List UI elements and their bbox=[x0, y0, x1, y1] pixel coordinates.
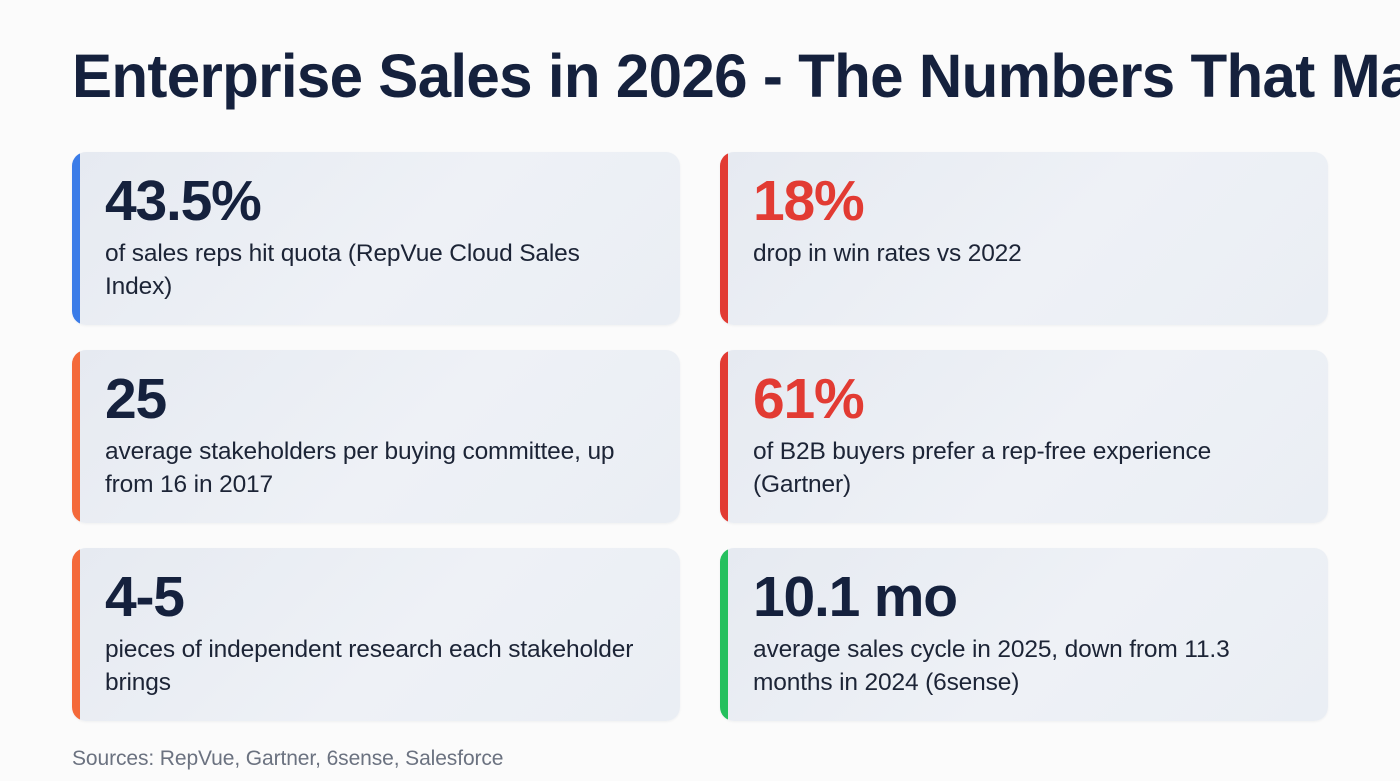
stat-label: of B2B buyers prefer a rep-free experien… bbox=[753, 437, 1212, 499]
stat-value: 25 bbox=[105, 367, 167, 431]
stat-card: 61% of B2B buyers prefer a rep-free expe… bbox=[720, 350, 1328, 523]
stat-label: of sales reps hit quota (RepVue Cloud Sa… bbox=[105, 239, 580, 301]
page-title: Enterprise Sales in 2026 - The Numbers T… bbox=[72, 41, 1400, 110]
accent-bar-blue bbox=[72, 152, 80, 325]
stat-label: drop in win rates vs 2022 bbox=[753, 239, 1022, 267]
sources-row: Sources: RepVue, Gartner, 6sense, Salesf… bbox=[72, 747, 1328, 771]
stat-card: 43.5% of sales reps hit quota (RepVue Cl… bbox=[72, 152, 680, 325]
stat-cards-grid: 43.5% of sales reps hit quota (RepVue Cl… bbox=[72, 152, 1328, 721]
stat-label: pieces of independent research each stak… bbox=[105, 635, 634, 697]
stat-value: 61% bbox=[753, 367, 865, 431]
stat-card: 25 average stakeholders per buying commi… bbox=[72, 350, 680, 523]
stat-card: 10.1 mo average sales cycle in 2025, dow… bbox=[720, 548, 1328, 721]
accent-bar-green bbox=[720, 548, 728, 721]
accent-bar-orange bbox=[72, 548, 80, 721]
title-row: Enterprise Sales in 2026 - The Numbers T… bbox=[72, 0, 1400, 152]
stat-value: 4-5 bbox=[105, 565, 185, 629]
stat-label: average sales cycle in 2025, down from 1… bbox=[753, 635, 1230, 697]
stat-label: average stakeholders per buying committe… bbox=[105, 437, 615, 499]
stat-card: 4-5 pieces of independent research each … bbox=[72, 548, 680, 721]
stat-card: 18% drop in win rates vs 2022 bbox=[720, 152, 1328, 325]
accent-bar-orange bbox=[72, 350, 80, 523]
accent-bar-red bbox=[720, 152, 728, 325]
sources-text: Sources: RepVue, Gartner, 6sense, Salesf… bbox=[72, 747, 504, 770]
stat-value: 18% bbox=[753, 169, 865, 233]
stat-value: 10.1 mo bbox=[753, 565, 958, 629]
accent-bar-red bbox=[720, 350, 728, 523]
stat-value: 43.5% bbox=[105, 169, 262, 233]
